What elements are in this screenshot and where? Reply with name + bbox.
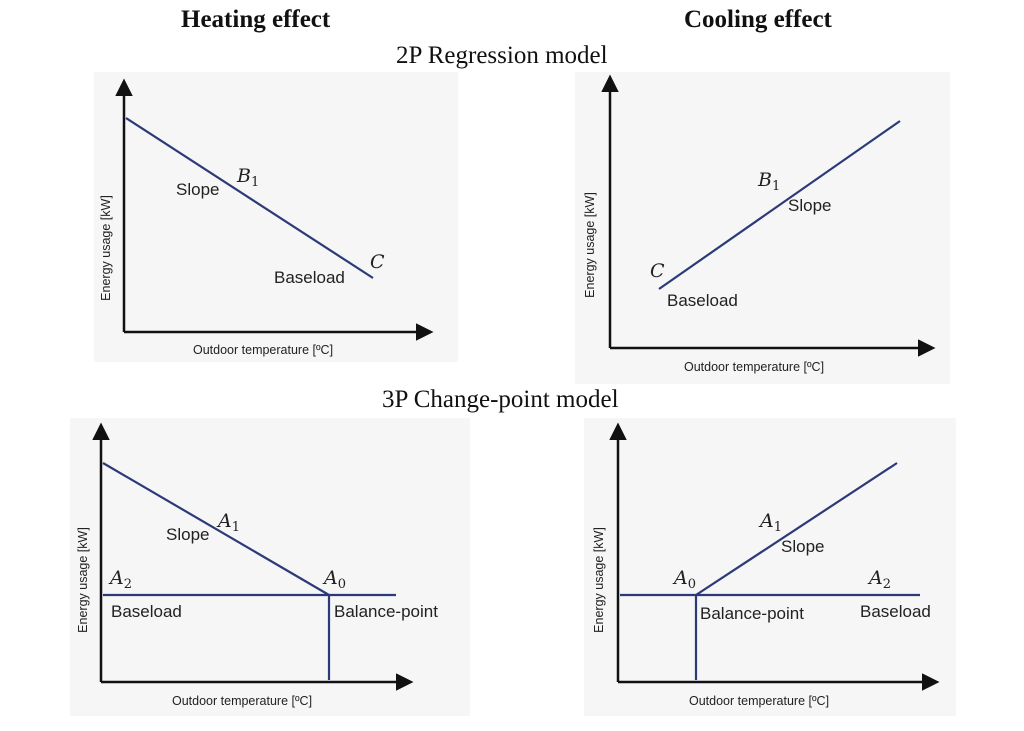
b1-symbol: B1: [236, 165, 259, 190]
c-symbol: C: [650, 260, 665, 282]
slope-label: Slope: [166, 525, 209, 544]
x-axis-label: Outdoor temperature [ºC]: [684, 360, 824, 374]
c-symbol: C: [370, 251, 385, 273]
baseload-label: Baseload: [860, 602, 931, 621]
cooling-slope-line: [695, 462, 898, 596]
slope-label: Slope: [176, 180, 219, 199]
panel-3p-heating: [70, 418, 470, 716]
x-axis-label: Outdoor temperature [ºC]: [193, 343, 333, 357]
balance-point-label: Balance-point: [700, 604, 804, 623]
heating-slope-line: [102, 462, 330, 596]
a2-symbol: A2: [867, 567, 891, 592]
balance-point-label: Balance-point: [334, 602, 438, 621]
panel-3p-cooling: [584, 418, 956, 716]
diagram-3p-cooling: A1 Slope A0 Balance-point A2 Baseload Ou…: [592, 422, 940, 708]
x-axis-label: Outdoor temperature [ºC]: [172, 694, 312, 708]
diagram-2p-heating: Slope B1 Baseload C Outdoor temperature …: [99, 78, 434, 357]
slope-label: Slope: [788, 196, 831, 215]
baseload-label: Baseload: [274, 268, 345, 287]
baseload-label: Baseload: [667, 291, 738, 310]
diagram-3p-heating: Slope A1 A2 Baseload A0 Balance-point Ou…: [76, 422, 438, 708]
panel-2p-cooling: [575, 72, 950, 384]
a1-symbol: A1: [758, 510, 782, 535]
y-axis-label: Energy usage [kW]: [99, 195, 113, 301]
heading-2p-regression-model: 2P Regression model: [396, 42, 608, 69]
cooling-regression-line: [658, 120, 901, 290]
y-axis-label: Energy usage [kW]: [583, 192, 597, 298]
y-axis-label: Energy usage [kW]: [76, 527, 90, 633]
y-axis-label: Energy usage [kW]: [592, 527, 606, 633]
slope-label: Slope: [781, 537, 824, 556]
a1-symbol: A1: [216, 510, 240, 535]
a0-symbol: A0: [322, 567, 346, 592]
x-axis-label: Outdoor temperature [ºC]: [689, 694, 829, 708]
heading-cooling-effect: Cooling effect: [684, 6, 832, 33]
a0-symbol: A0: [672, 567, 696, 592]
heading-heating-effect: Heating effect: [181, 6, 331, 33]
panel-2p-heating: [94, 72, 458, 362]
b1-symbol: B1: [757, 169, 780, 194]
heating-regression-line: [125, 117, 374, 279]
diagram-2p-cooling: B1 Slope C Baseload Outdoor temperature …: [583, 74, 936, 374]
baseload-label: Baseload: [111, 602, 182, 621]
heading-3p-change-point-model: 3P Change-point model: [382, 386, 619, 413]
a2-symbol: A2: [108, 567, 132, 592]
